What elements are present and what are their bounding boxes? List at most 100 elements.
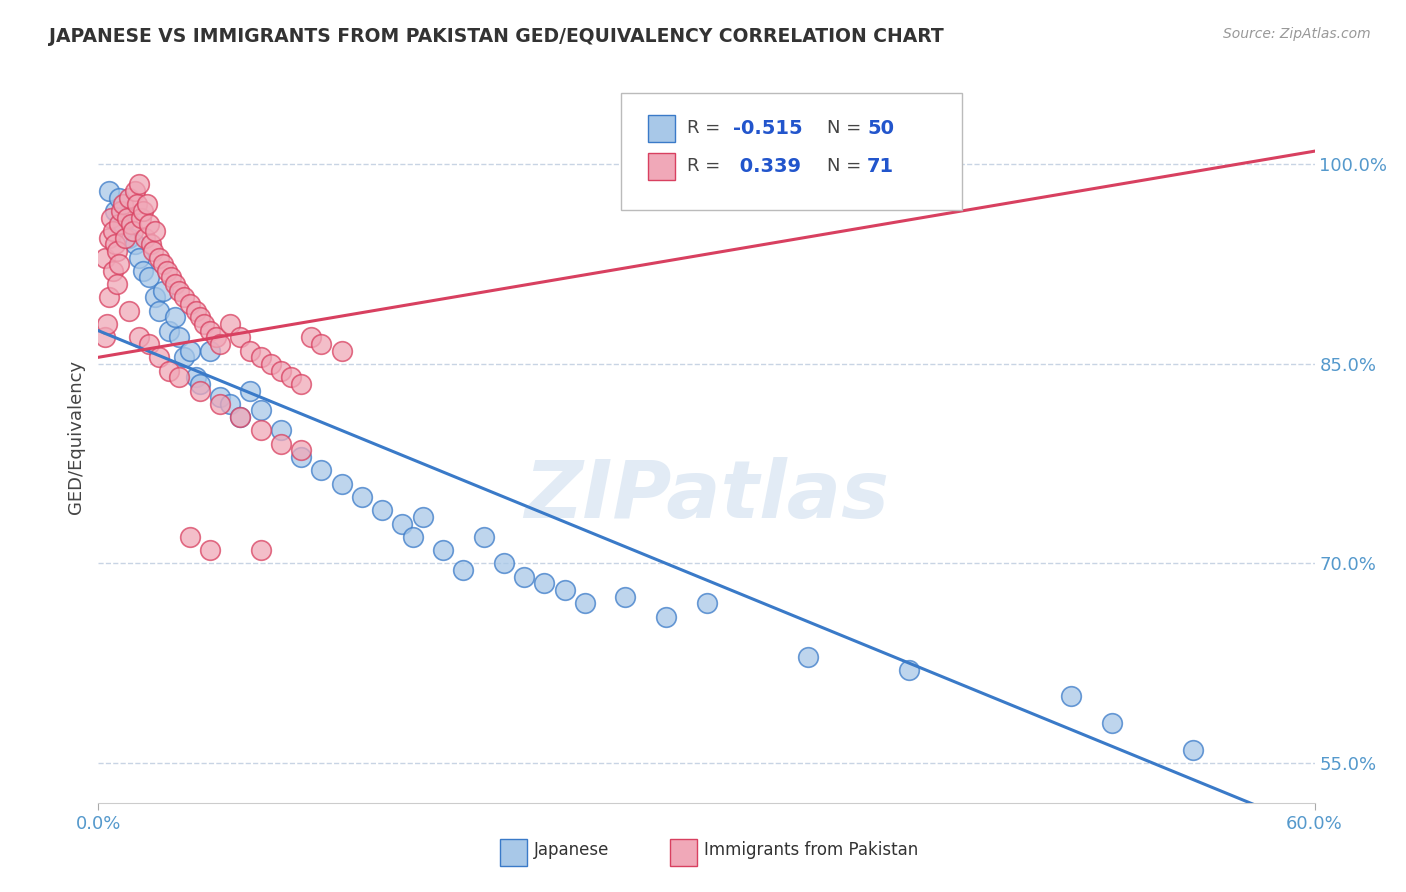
Point: [270, 424, 292, 438]
Point: [898, 663, 921, 677]
Point: [160, 270, 183, 285]
Point: [513, 570, 536, 584]
Point: [249, 403, 271, 417]
Point: [401, 530, 423, 544]
Point: [209, 337, 232, 351]
Point: [1101, 716, 1123, 731]
Point: [143, 224, 166, 238]
Point: [219, 317, 242, 331]
Point: [169, 330, 191, 344]
Point: [107, 257, 129, 271]
Point: [239, 343, 262, 358]
Point: [311, 463, 333, 477]
Y-axis label: GED/Equivalency: GED/Equivalency: [66, 360, 84, 514]
Point: [371, 503, 394, 517]
Point: [148, 351, 170, 365]
Point: [132, 264, 155, 278]
Point: [111, 217, 134, 231]
Point: [118, 230, 141, 244]
Point: [453, 563, 475, 577]
Point: [118, 303, 141, 318]
Point: [198, 343, 221, 358]
Point: [184, 303, 207, 318]
Point: [139, 237, 162, 252]
Point: [138, 337, 160, 351]
Point: [219, 397, 242, 411]
Point: [173, 351, 195, 365]
Point: [93, 330, 115, 344]
Text: 71: 71: [868, 157, 894, 176]
Point: [280, 370, 302, 384]
FancyBboxPatch shape: [648, 114, 675, 143]
Text: JAPANESE VS IMMIGRANTS FROM PAKISTAN GED/EQUIVALENCY CORRELATION CHART: JAPANESE VS IMMIGRANTS FROM PAKISTAN GED…: [49, 27, 943, 45]
Point: [179, 530, 201, 544]
Point: [574, 596, 596, 610]
Text: -0.515: -0.515: [734, 119, 803, 138]
Point: [350, 490, 373, 504]
Point: [105, 277, 128, 292]
Point: [138, 217, 160, 231]
Point: [104, 237, 127, 252]
Point: [1182, 742, 1205, 756]
Point: [100, 211, 122, 225]
Point: [101, 224, 124, 238]
Point: [492, 557, 515, 571]
Point: [412, 509, 434, 524]
Point: [165, 277, 187, 292]
Point: [188, 310, 211, 325]
Point: [156, 264, 179, 278]
Point: [97, 230, 120, 244]
Point: [249, 543, 271, 558]
Point: [124, 237, 146, 252]
Point: [270, 436, 292, 450]
Point: [128, 251, 150, 265]
Point: [614, 590, 637, 604]
Point: [124, 184, 146, 198]
Point: [148, 303, 170, 318]
Point: [101, 264, 124, 278]
Point: [169, 284, 191, 298]
Point: [290, 443, 312, 458]
Point: [209, 397, 232, 411]
Point: [136, 197, 159, 211]
Point: [655, 609, 678, 624]
Text: N =: N =: [827, 120, 868, 137]
Point: [330, 343, 353, 358]
Point: [134, 230, 156, 244]
Point: [128, 178, 150, 192]
Point: [260, 357, 283, 371]
Text: ZIPatlas: ZIPatlas: [524, 457, 889, 534]
Point: [107, 217, 129, 231]
Point: [125, 197, 148, 211]
Point: [143, 290, 166, 304]
Text: 50: 50: [868, 119, 894, 138]
Point: [105, 244, 128, 258]
Point: [111, 197, 134, 211]
Point: [249, 424, 271, 438]
Point: [188, 384, 211, 398]
Point: [290, 450, 312, 464]
Point: [205, 330, 228, 344]
Point: [104, 204, 127, 219]
Point: [122, 224, 145, 238]
FancyBboxPatch shape: [499, 838, 526, 866]
Point: [188, 376, 211, 391]
Point: [97, 290, 120, 304]
Text: Source: ZipAtlas.com: Source: ZipAtlas.com: [1223, 27, 1371, 41]
Point: [142, 244, 165, 258]
Point: [797, 649, 820, 664]
Text: Japanese: Japanese: [534, 841, 609, 859]
Point: [148, 251, 170, 265]
Point: [311, 337, 333, 351]
Point: [391, 516, 413, 531]
Point: [290, 376, 312, 391]
Text: N =: N =: [827, 158, 868, 176]
Point: [169, 370, 191, 384]
Point: [193, 317, 215, 331]
FancyBboxPatch shape: [671, 838, 697, 866]
Point: [198, 543, 221, 558]
Point: [120, 217, 142, 231]
Point: [249, 351, 271, 365]
Point: [110, 204, 132, 219]
Point: [1263, 809, 1285, 823]
